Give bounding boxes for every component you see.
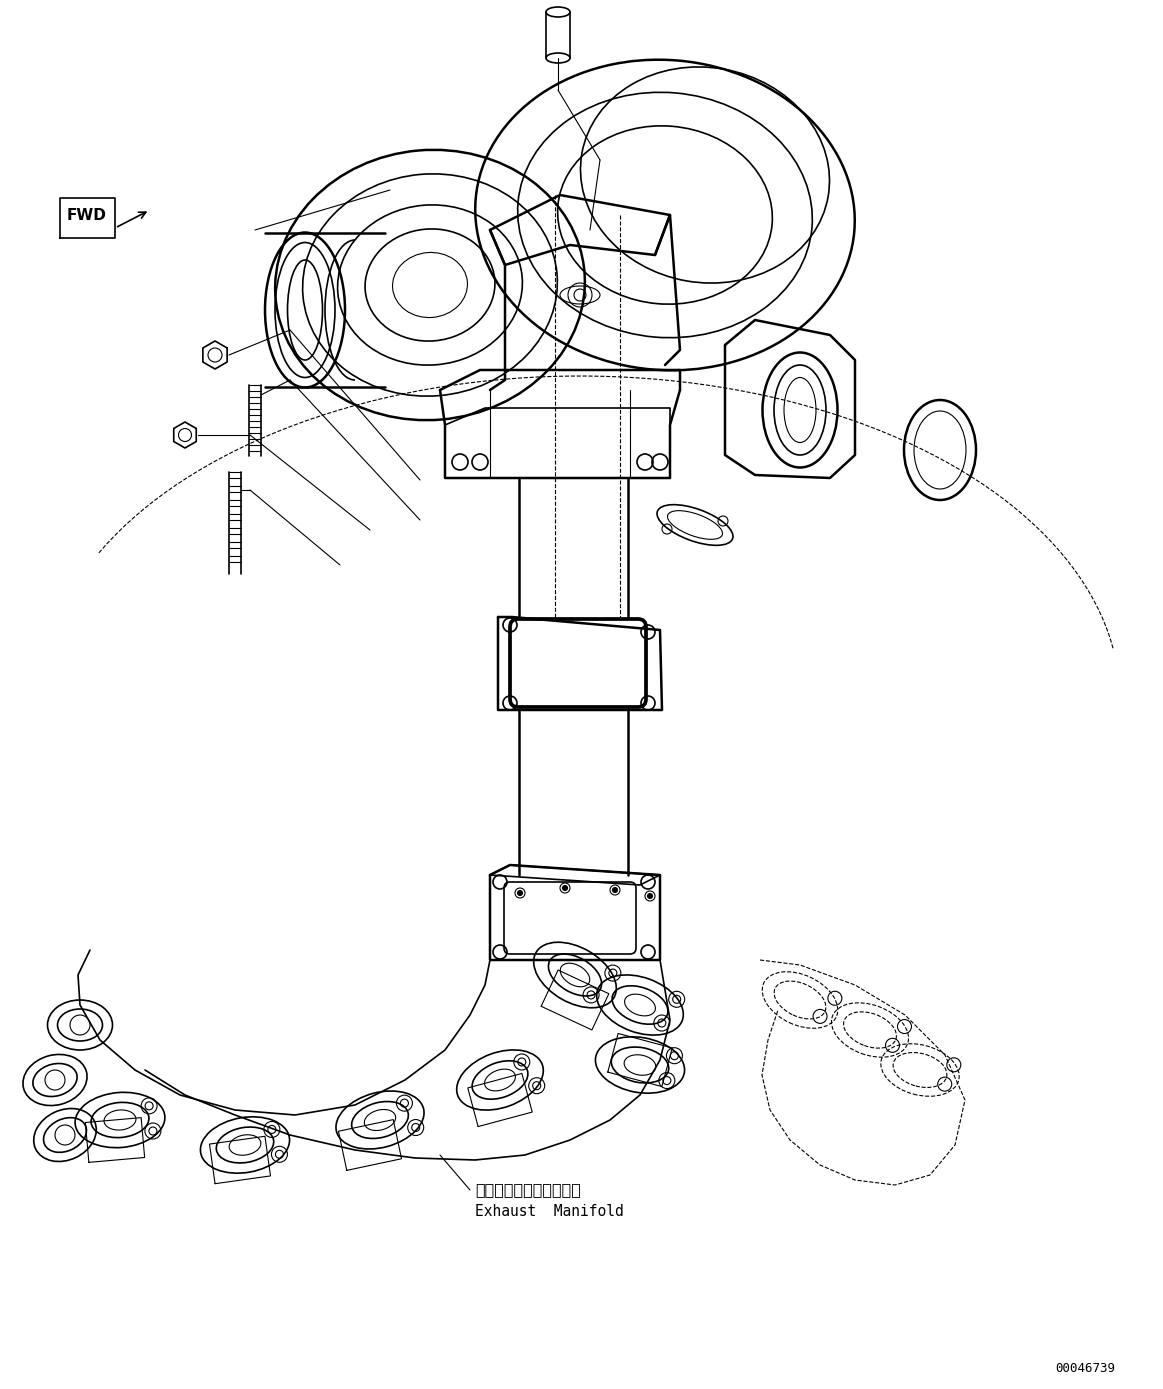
Circle shape: [648, 893, 652, 899]
Text: FWD: FWD: [67, 208, 107, 224]
Circle shape: [613, 888, 618, 893]
Circle shape: [563, 886, 568, 890]
Circle shape: [518, 890, 522, 896]
Text: Exhaust  Manifold: Exhaust Manifold: [475, 1204, 623, 1220]
Text: エキゾーストマニホルド: エキゾーストマニホルド: [475, 1182, 580, 1197]
Text: 00046739: 00046739: [1055, 1363, 1115, 1375]
